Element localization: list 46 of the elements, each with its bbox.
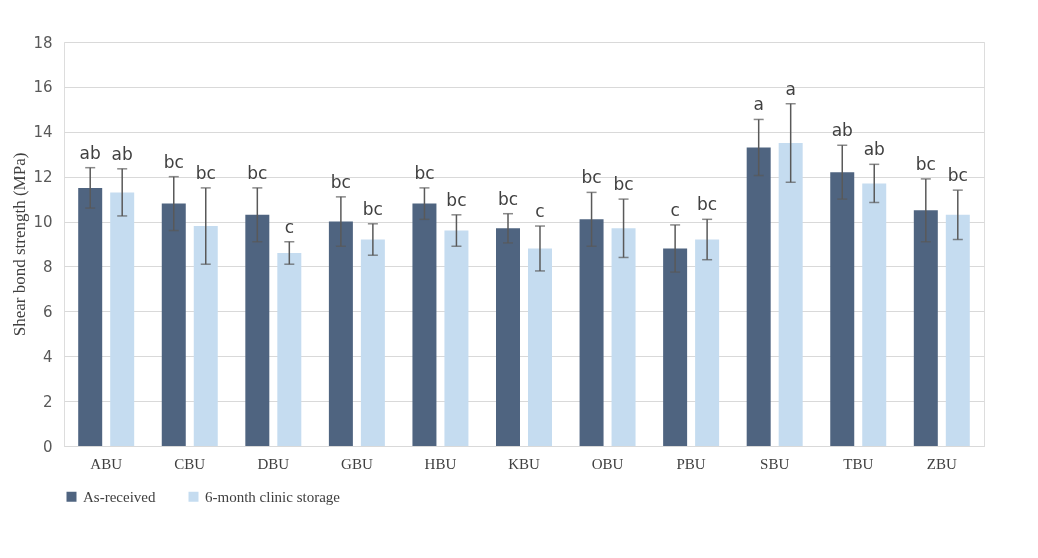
data-label: bc — [330, 171, 351, 192]
y-tick-label: 12 — [33, 168, 53, 187]
data-label: bc — [446, 189, 467, 210]
y-tick-label: 4 — [42, 347, 53, 366]
data-label: bc — [613, 174, 634, 195]
x-tick-label: CBU — [174, 455, 206, 472]
data-label: a — [785, 78, 796, 99]
y-tick-label: 8 — [42, 257, 53, 276]
data-label: bc — [247, 162, 268, 183]
y-tick-label: 18 — [33, 33, 53, 52]
data-label: bc — [497, 188, 519, 209]
x-tick-label: HBU — [424, 455, 457, 472]
data-label: bc — [195, 162, 216, 183]
y-axis-title: Shear bond strength (MPa) — [10, 152, 30, 337]
x-tick-label: OBU — [591, 455, 624, 472]
x-tick-label: ABU — [90, 455, 123, 472]
x-tick-label: ZBU — [926, 455, 957, 472]
y-tick-label: 6 — [42, 302, 53, 321]
y-tick-label: 16 — [33, 78, 53, 97]
y-tick-label: 10 — [33, 213, 53, 232]
data-label: bc — [697, 194, 718, 215]
data-label: ab — [79, 142, 101, 163]
x-tick-label: GBU — [341, 455, 373, 472]
x-tick-label: DBU — [257, 455, 290, 472]
x-tick-label: PBU — [676, 455, 706, 472]
x-tick-label: KBU — [508, 455, 540, 472]
legend-label: As-received — [83, 488, 156, 505]
data-label: c — [284, 216, 294, 237]
y-tick-label: 14 — [33, 123, 53, 142]
data-label: ab — [831, 120, 853, 141]
data-label: bc — [915, 153, 936, 174]
data-label: bc — [414, 162, 435, 183]
data-label: bc — [581, 167, 602, 188]
y-tick-label: 2 — [42, 392, 53, 411]
data-label: a — [753, 94, 764, 115]
data-label: bc — [947, 165, 968, 186]
y-tick-label: 0 — [42, 437, 53, 456]
data-label: ab — [863, 139, 885, 160]
x-tick-label: SBU — [760, 455, 790, 472]
data-label: c — [670, 199, 680, 220]
data-label: bc — [362, 198, 383, 219]
x-tick-label: TBU — [843, 455, 874, 472]
data-label: c — [535, 201, 545, 222]
data-label: ab — [111, 143, 133, 164]
legend-label: 6-month clinic storage — [205, 488, 341, 505]
data-label: bc — [163, 151, 184, 172]
